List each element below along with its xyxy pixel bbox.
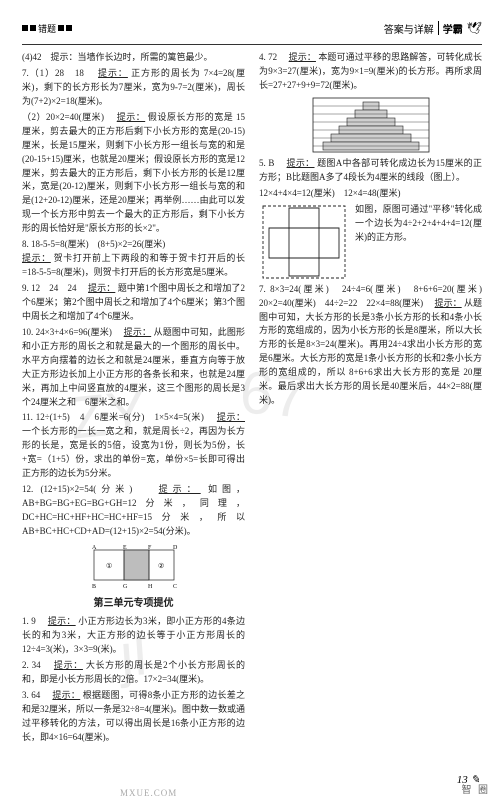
- section-title: 第三单元专项提优: [22, 596, 245, 612]
- footer-brand: 智 圈: [462, 781, 491, 796]
- header-rule: [22, 44, 482, 45]
- hint-label: 提示：: [217, 412, 245, 422]
- item-lead: 12. (12+15)×2=54(分米): [22, 484, 151, 494]
- hint-label: 提示：: [435, 298, 462, 308]
- item-text: 12×4+4×4=12(厘米) 12×4=48(厘米): [259, 188, 400, 198]
- item-lead: 2. 34: [22, 660, 51, 670]
- item-lead: （2）20×2=40(厘米): [22, 112, 114, 122]
- answer-item-r1: 1. 9 提示： 小正方形边长为3米，即小正方形的4条边长的和为3米，大正方形的…: [22, 615, 245, 657]
- svg-text:①: ①: [106, 562, 112, 570]
- item-lead: 3. 64: [22, 690, 50, 700]
- item-body: 从题图中可知，大长方形的长是3条小长方形的长和4条小长方形的宽组成的，因为小长方…: [259, 298, 482, 406]
- hint-label: 提示：: [54, 660, 83, 670]
- footer-url: MXUE.COM: [120, 788, 177, 798]
- header-right-label: 学霸: [443, 21, 463, 36]
- answer-item-r3: 3. 64 提示： 根据题图，可得8条小正方形的边长差之和是32厘米，所以一条是…: [22, 689, 245, 745]
- page-header: 错题 答案与详解 学霸 🕊: [22, 20, 482, 36]
- svg-text:A: A: [92, 545, 97, 551]
- figure-cross: [259, 203, 349, 281]
- square-icon: [30, 25, 36, 31]
- answer-item-r2: 2. 34 提示： 大长方形的周长是2个小长方形周长的和，即是小长方形周长的2倍…: [22, 659, 245, 687]
- svg-text:C: C: [173, 584, 177, 590]
- answer-item-8: 8. 18-5-5=8(厘米) (8+5)×2=26(厘米) 提示： 贺卡打开前…: [22, 238, 245, 280]
- answer-item-10: 10. 24×3+4×6=96(厘米) 提示： 从题图中可知，此图形和小正方形的…: [22, 326, 245, 410]
- item-lead: 7.（1）28 18: [22, 68, 95, 78]
- header-left-label: 错题: [38, 22, 56, 35]
- answer-item-4: (4)42 提示：当墙作长边时，所需的篱笆最少。: [22, 51, 245, 65]
- answer-item-r5-calc: 12×4+4×4=12(厘米) 12×4=48(厘米): [259, 187, 482, 201]
- hint-label: 提示：: [159, 484, 201, 494]
- bird-icon: 🕊: [467, 21, 482, 36]
- header-right: 答案与详解 学霸 🕊: [384, 21, 482, 36]
- svg-text:D: D: [173, 545, 178, 551]
- item-lead: 11. 12÷(1+5) 4 6厘米=6(分) 1×5×4=5(米): [22, 412, 214, 422]
- answer-item-12: 12. (12+15)×2=54(分米) 提示： 如图，AB+BG=BG+EG=…: [22, 483, 245, 539]
- page-root: 错题 答案与详解 学霸 🕊 (4)42 提示：当墙作长边时，所需的篱笆最少。 7…: [0, 0, 500, 800]
- svg-text:H: H: [148, 584, 153, 590]
- figure-stairs: [311, 96, 431, 154]
- item-lead: 9. 12 24 24: [22, 283, 86, 293]
- answer-item-11: 11. 12÷(1+5) 4 6厘米=6(分) 1×5×4=5(米) 提示： 一…: [22, 411, 245, 481]
- hint-label: 提示：: [117, 112, 145, 122]
- hint-label: 提示：: [287, 158, 315, 168]
- hint-label: 提示：: [22, 253, 51, 263]
- svg-text:B: B: [92, 584, 96, 590]
- hint-label: 提示：: [124, 327, 151, 337]
- content-columns: (4)42 提示：当墙作长边时，所需的篱笆最少。 7.（1）28 18 提示： …: [22, 51, 482, 761]
- item-body: 如图，原图可通过"平移"转化成一个边长为4÷2+2+4+4+4=12(厘米)的正…: [355, 203, 482, 245]
- svg-text:E: E: [123, 545, 127, 551]
- hint-label: 提示：: [88, 283, 115, 293]
- item-text: (4)42 提示：当墙作长边时，所需的篱笆最少。: [22, 52, 213, 62]
- header-center-label: 答案与详解: [384, 21, 434, 36]
- header-left: 错题: [22, 22, 72, 35]
- square-icon: [58, 25, 64, 31]
- hint-label: 提示：: [289, 52, 316, 62]
- item-body: 贺卡打开前上下两段的和等于贺卡打开后的长=18-5-5=8(厘米)，则贺卡打开后…: [22, 253, 245, 277]
- item-lead: 8. 18-5-5=8(厘米) (8+5)×2=26(厘米): [22, 239, 165, 249]
- answer-item-r5-fig: 如图，原图可通过"平移"转化成一个边长为4÷2+2+4+4+4=12(厘米)的正…: [259, 203, 482, 281]
- svg-text:G: G: [123, 584, 128, 590]
- svg-text:②: ②: [158, 562, 164, 570]
- hint-label: 提示：: [48, 616, 76, 626]
- square-icon: [22, 25, 28, 31]
- answer-item-7-2: （2）20×2=40(厘米) 提示： 假设原长方形的宽是 15 厘米，剪去最大的…: [22, 111, 245, 236]
- item-body: 一个长方形的一长一宽之和，就是周长÷2，再因为长方形的长是，宽是长的5倍，设宽为…: [22, 426, 245, 478]
- square-icon: [66, 25, 72, 31]
- answer-item-7-1: 7.（1）28 18 提示： 正方形的周长为 7×4=28(厘米)，剩下的长方形…: [22, 67, 245, 109]
- item-lead: 4. 72: [259, 52, 286, 62]
- hint-label: 提示：: [52, 690, 80, 700]
- divider-icon: [438, 21, 439, 35]
- figure-rect: A E F D B G H C ① ②: [89, 542, 179, 592]
- answer-item-r4: 4. 72 提示： 本题可通过平移的思路解答，可转化成长为9×3=27(厘米)，…: [259, 51, 482, 93]
- answer-item-r5: 5. B 提示： 题图A中各部可转化成边长为15厘米的正方形；B比题图A多了4段…: [259, 157, 482, 185]
- answer-item-r7: 7. 8×3=24(厘米) 24÷4=6(厘米) 8+6+6=20(厘米) 20…: [259, 283, 482, 408]
- item-lead: 5. B: [259, 158, 284, 168]
- item-body: 从题图中可知，此图形和小正方形的周长之和就是最大的一个图形的周长中。水平方向摆着…: [22, 327, 245, 407]
- hint-label: 提示：: [98, 68, 128, 78]
- answer-item-9: 9. 12 24 24 提示： 题中第1个图中周长之和增加了2个6厘米；第2个图…: [22, 282, 245, 324]
- item-body: 假设原长方形的宽是 15 厘米，剪去最大的正方形后剩下小长方形的宽是(20-15…: [22, 112, 245, 234]
- item-lead: 1. 9: [22, 616, 45, 626]
- item-lead: 10. 24×3+4×6=96(厘米): [22, 327, 121, 337]
